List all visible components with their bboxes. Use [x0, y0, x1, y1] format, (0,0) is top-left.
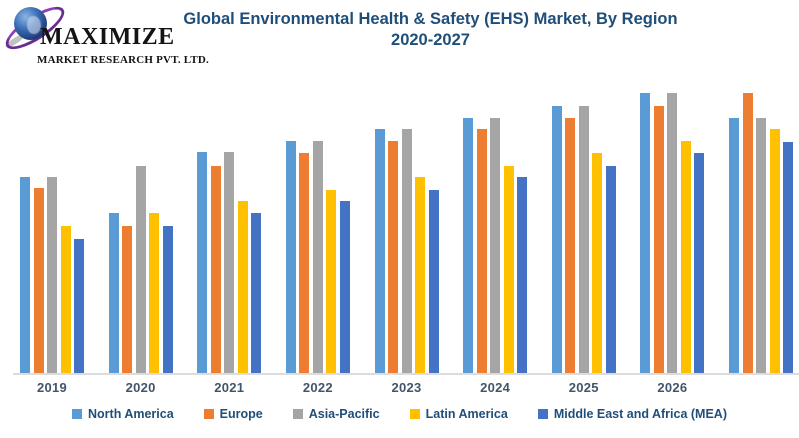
x-axis-label-2023: 2023: [391, 380, 422, 395]
bar-2026-middle-east-and-africa-mea: [694, 153, 705, 373]
legend-label: Asia-Pacific: [308, 407, 380, 421]
bar-2020-latin-america: [149, 213, 160, 373]
legend-label: Europe: [219, 407, 263, 421]
bar-2021-latin-america: [237, 200, 248, 373]
legend-swatch-icon: [292, 409, 303, 419]
logo-company-name: MAXIMIZE: [40, 24, 175, 50]
bar-2023-asia-pacific: [401, 129, 412, 373]
legend-swatch-icon: [203, 409, 214, 419]
bar-2027-europe: [742, 93, 753, 373]
bar-2021-middle-east-and-africa-mea: [251, 213, 262, 373]
legend-swatch-icon: [409, 409, 420, 419]
bar-2026-europe: [653, 105, 664, 373]
bar-group-2020: [108, 165, 173, 373]
bar-2021-asia-pacific: [224, 151, 235, 373]
legend-item-europe: Europe: [203, 407, 263, 421]
bar-2022-latin-america: [326, 189, 337, 373]
bar-2027-asia-pacific: [756, 118, 766, 373]
bar-2025-middle-east-and-africa-mea: [605, 165, 616, 373]
legend-item-latin-america: Latin America: [409, 407, 508, 421]
legend-item-north-america: North America: [72, 407, 174, 421]
legend-item-asia-pacific: Asia-Pacific: [292, 407, 380, 421]
bar-2023-middle-east-and-africa-mea: [428, 189, 439, 373]
bar-2019-north-america: [20, 177, 30, 373]
x-axis-label-2027: [729, 380, 793, 395]
x-axis-label-2022: 2022: [302, 380, 333, 395]
x-axis-label-2021: 2021: [214, 380, 245, 395]
bar-2023-europe: [388, 140, 398, 373]
bar-2021-europe: [210, 165, 221, 373]
bar-group-2025: [551, 105, 616, 373]
legend-item-middle-east-and-africa-mea: Middle East and Africa (MEA): [537, 407, 727, 421]
legend-label: Latin America: [425, 407, 508, 421]
bar-2024-latin-america: [503, 165, 514, 373]
legend: North America Europe Asia-Pacific Latin Ame…: [0, 407, 799, 421]
bar-2025-asia-pacific: [578, 105, 589, 373]
bar-2022-asia-pacific: [312, 140, 323, 373]
bar-2021-north-america: [197, 151, 208, 373]
bar-2023-latin-america: [415, 177, 425, 373]
bar-group-2027: [729, 93, 793, 373]
chart-title: Global Environmental Health & Safety (EH…: [62, 9, 799, 51]
bar-2019-latin-america: [60, 226, 71, 373]
bar-2025-north-america: [551, 105, 562, 373]
bar-2022-europe: [299, 153, 310, 373]
globe-icon: [14, 7, 47, 40]
bar-2020-middle-east-and-africa-mea: [162, 226, 173, 373]
x-axis-label-2019: 2019: [36, 380, 68, 395]
bar-2027-north-america: [729, 118, 739, 373]
bar-group-2022: [285, 140, 350, 373]
bar-2024-asia-pacific: [490, 118, 501, 373]
x-axis-label-2024: 2024: [480, 380, 511, 395]
legend-swatch-icon: [72, 409, 82, 419]
maximize-logo: MAXIMIZE MARKET RESEARCH PVT. LTD.: [0, 0, 209, 70]
x-axis-label-2020: 2020: [125, 380, 156, 395]
bar-2027-middle-east-and-africa-mea: [783, 142, 793, 373]
bar-2025-latin-america: [592, 153, 603, 373]
bar-2019-middle-east-and-africa-mea: [74, 238, 84, 373]
plot-area: [13, 93, 799, 375]
bar-2024-north-america: [463, 118, 474, 373]
bar-2026-asia-pacific: [667, 93, 678, 373]
globe-land-icon: [27, 16, 41, 34]
legend-label: North America: [88, 407, 174, 421]
bar-2027-latin-america: [769, 129, 780, 373]
bar-2022-north-america: [285, 140, 296, 373]
bar-2024-europe: [476, 129, 487, 373]
bar-2024-middle-east-and-africa-mea: [517, 177, 528, 373]
bar-2019-asia-pacific: [47, 177, 57, 373]
bar-group-2021: [197, 151, 262, 373]
logo-company-subtitle: MARKET RESEARCH PVT. LTD.: [37, 54, 209, 66]
bar-2022-middle-east-and-africa-mea: [339, 200, 350, 373]
bar-2020-north-america: [108, 213, 119, 373]
bar-2023-north-america: [374, 129, 385, 373]
chart-title-line2: 2020-2027: [391, 31, 470, 49]
bar-group-2024: [463, 118, 528, 373]
x-axis-label-2025: 2025: [568, 380, 599, 395]
legend-swatch-icon: [537, 409, 548, 419]
legend-label: Middle East and Africa (MEA): [553, 407, 727, 421]
bar-2025-europe: [565, 118, 576, 373]
bar-2020-europe: [122, 226, 133, 373]
x-axis-labels: 2019 2020 2021 2022 2023 2024 2025 2026: [13, 380, 799, 395]
bar-group-2019: [20, 177, 84, 373]
bar-group-2023: [374, 129, 439, 373]
x-axis-label-2026: 2026: [657, 380, 688, 395]
bar-2026-north-america: [640, 93, 651, 373]
bar-2019-europe: [33, 188, 44, 373]
chart-title-line1: Global Environmental Health & Safety (EH…: [183, 10, 678, 28]
bar-group-2026: [640, 93, 705, 373]
bar-2026-latin-america: [680, 140, 691, 373]
bar-2020-asia-pacific: [135, 165, 146, 373]
